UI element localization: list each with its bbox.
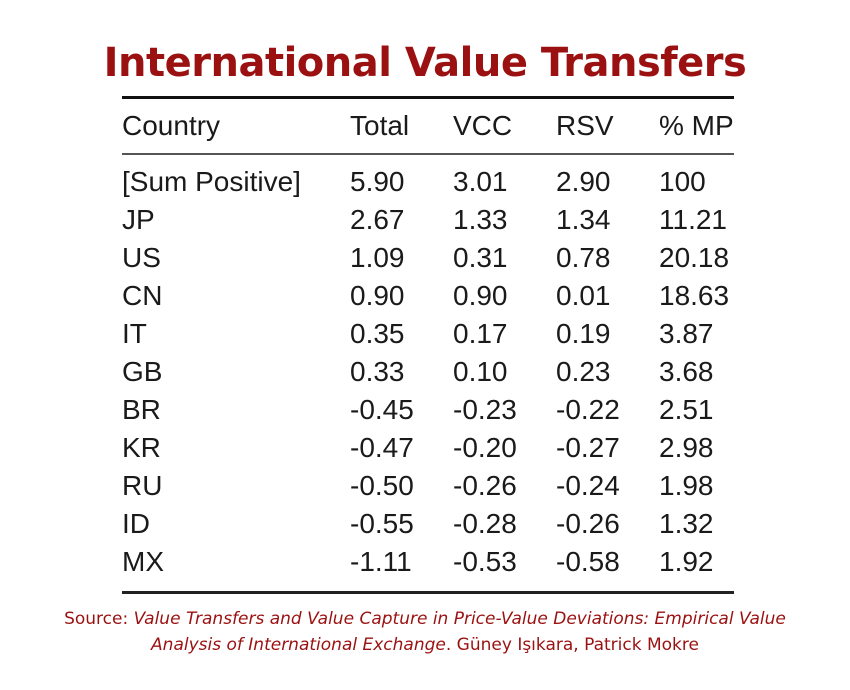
cell-total: 5.90 xyxy=(350,166,405,197)
table-row: IT 0.35 0.17 0.19 3.87 xyxy=(122,315,734,353)
cell-total: 1.09 xyxy=(350,242,405,273)
cell-mp: 1.32 xyxy=(659,508,714,539)
source-prefix: Source: xyxy=(64,609,134,629)
table-bottom-rule xyxy=(122,591,734,594)
cell-mp: 100 xyxy=(659,166,706,197)
cell-vcc: 0.17 xyxy=(453,318,508,349)
cell-rsv: 2.90 xyxy=(556,166,611,197)
header-row: Country Total VCC RSV % MP xyxy=(122,99,734,153)
cell-total: 0.35 xyxy=(350,318,405,349)
header-rule xyxy=(122,153,734,155)
cell-country: RU xyxy=(122,470,163,501)
cell-rsv: -0.27 xyxy=(556,432,620,463)
table-row: JP 2.67 1.33 1.34 11.21 xyxy=(122,201,734,239)
table-row: US 1.09 0.31 0.78 20.18 xyxy=(122,239,734,277)
cell-country: JP xyxy=(122,204,155,235)
header-total: Total xyxy=(350,110,410,141)
cell-total: -0.47 xyxy=(350,432,414,463)
cell-rsv: -0.26 xyxy=(556,508,620,539)
cell-mp: 18.63 xyxy=(659,280,730,311)
cell-mp: 1.92 xyxy=(659,546,714,577)
cell-total: -0.55 xyxy=(350,508,414,539)
source-paper-title-line2: Analysis of International Exchange xyxy=(151,635,446,655)
cell-rsv: 0.23 xyxy=(556,356,611,387)
table-top-rule xyxy=(122,96,734,99)
table-row: GB 0.33 0.10 0.23 3.68 xyxy=(122,353,734,391)
header-rsv: RSV xyxy=(556,110,614,141)
cell-mp: 2.98 xyxy=(659,432,714,463)
cell-country: ID xyxy=(122,508,150,539)
cell-country: GB xyxy=(122,356,163,387)
page-title: International Value Transfers xyxy=(103,40,747,86)
source-paper-title-line1: Value Transfers and Value Capture in Pri… xyxy=(133,609,786,629)
cell-mp: 3.87 xyxy=(659,318,714,349)
cell-country: [Sum Positive] xyxy=(122,166,301,197)
cell-rsv: 0.78 xyxy=(556,242,611,273)
cell-mp: 1.98 xyxy=(659,470,714,501)
cell-total: 0.90 xyxy=(350,280,405,311)
cell-rsv: -0.58 xyxy=(556,546,620,577)
source-citation: Source: Value Transfers and Value Captur… xyxy=(0,606,850,658)
header-vcc: VCC xyxy=(453,110,513,141)
cell-total: -0.50 xyxy=(350,470,414,501)
cell-vcc: 0.10 xyxy=(453,356,508,387)
header-country: Country xyxy=(122,110,221,141)
cell-country: IT xyxy=(122,318,147,349)
table-row: MX -1.11 -0.53 -0.58 1.92 xyxy=(122,543,734,581)
cell-mp: 3.68 xyxy=(659,356,714,387)
table-row: [Sum Positive] 5.90 3.01 2.90 100 xyxy=(122,155,734,201)
cell-country: CN xyxy=(122,280,163,311)
cell-rsv: -0.22 xyxy=(556,394,620,425)
cell-vcc: -0.53 xyxy=(453,546,517,577)
table-row: CN 0.90 0.90 0.01 18.63 xyxy=(122,277,734,315)
cell-vcc: 1.33 xyxy=(453,204,508,235)
table-row: KR -0.47 -0.20 -0.27 2.98 xyxy=(122,429,734,467)
cell-vcc: 0.31 xyxy=(453,242,508,273)
data-table: Country Total VCC RSV % MP [Sum Positive… xyxy=(122,99,734,581)
table-row: RU -0.50 -0.26 -0.24 1.98 xyxy=(122,467,734,505)
cell-mp: 2.51 xyxy=(659,394,714,425)
cell-country: KR xyxy=(122,432,161,463)
cell-rsv: 1.34 xyxy=(556,204,611,235)
value-transfers-table: Country Total VCC RSV % MP [Sum Positive… xyxy=(122,96,734,594)
cell-country: US xyxy=(122,242,161,273)
cell-rsv: 0.01 xyxy=(556,280,611,311)
table-row: BR -0.45 -0.23 -0.22 2.51 xyxy=(122,391,734,429)
cell-mp: 11.21 xyxy=(659,204,727,235)
cell-vcc: 0.90 xyxy=(453,280,508,311)
cell-rsv: 0.19 xyxy=(556,318,611,349)
cell-total: -1.11 xyxy=(350,546,412,577)
cell-total: 0.33 xyxy=(350,356,405,387)
cell-vcc: -0.28 xyxy=(453,508,517,539)
cell-country: BR xyxy=(122,394,161,425)
header-mp: % MP xyxy=(659,110,734,141)
cell-vcc: -0.20 xyxy=(453,432,517,463)
cell-vcc: -0.26 xyxy=(453,470,517,501)
cell-country: MX xyxy=(122,546,164,577)
cell-mp: 20.18 xyxy=(659,242,730,273)
table-row: ID -0.55 -0.28 -0.26 1.32 xyxy=(122,505,734,543)
cell-rsv: -0.24 xyxy=(556,470,620,501)
cell-total: -0.45 xyxy=(350,394,414,425)
source-authors: . Güney Işıkara, Patrick Mokre xyxy=(445,635,699,655)
cell-vcc: -0.23 xyxy=(453,394,517,425)
cell-total: 2.67 xyxy=(350,204,405,235)
cell-vcc: 3.01 xyxy=(453,166,508,197)
